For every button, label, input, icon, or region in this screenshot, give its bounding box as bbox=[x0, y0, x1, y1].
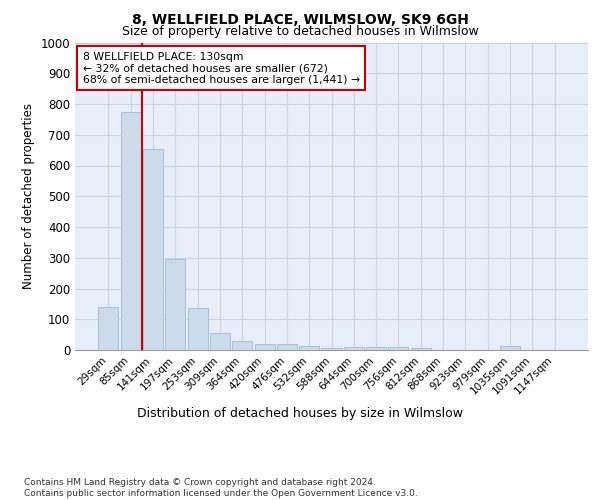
Text: Contains HM Land Registry data © Crown copyright and database right 2024.
Contai: Contains HM Land Registry data © Crown c… bbox=[24, 478, 418, 498]
Bar bbox=[388, 347, 409, 350]
Bar bbox=[165, 260, 185, 350]
Bar bbox=[254, 344, 275, 350]
Text: 8 WELLFIELD PLACE: 130sqm
← 32% of detached houses are smaller (672)
68% of semi: 8 WELLFIELD PLACE: 130sqm ← 32% of detac… bbox=[83, 52, 360, 85]
Bar bbox=[188, 308, 208, 350]
Y-axis label: Number of detached properties: Number of detached properties bbox=[22, 104, 35, 289]
Bar bbox=[299, 346, 319, 350]
Bar bbox=[411, 348, 431, 350]
Text: 8, WELLFIELD PLACE, WILMSLOW, SK9 6GH: 8, WELLFIELD PLACE, WILMSLOW, SK9 6GH bbox=[131, 12, 469, 26]
Bar bbox=[232, 341, 252, 350]
Text: Size of property relative to detached houses in Wilmslow: Size of property relative to detached ho… bbox=[122, 25, 478, 38]
Bar bbox=[322, 348, 341, 350]
Bar bbox=[500, 346, 520, 350]
Bar bbox=[366, 347, 386, 350]
Bar bbox=[210, 333, 230, 350]
Bar bbox=[98, 307, 118, 350]
Bar bbox=[344, 347, 364, 350]
Bar bbox=[277, 344, 297, 350]
Bar bbox=[143, 148, 163, 350]
Bar bbox=[121, 112, 141, 350]
Text: Distribution of detached houses by size in Wilmslow: Distribution of detached houses by size … bbox=[137, 408, 463, 420]
